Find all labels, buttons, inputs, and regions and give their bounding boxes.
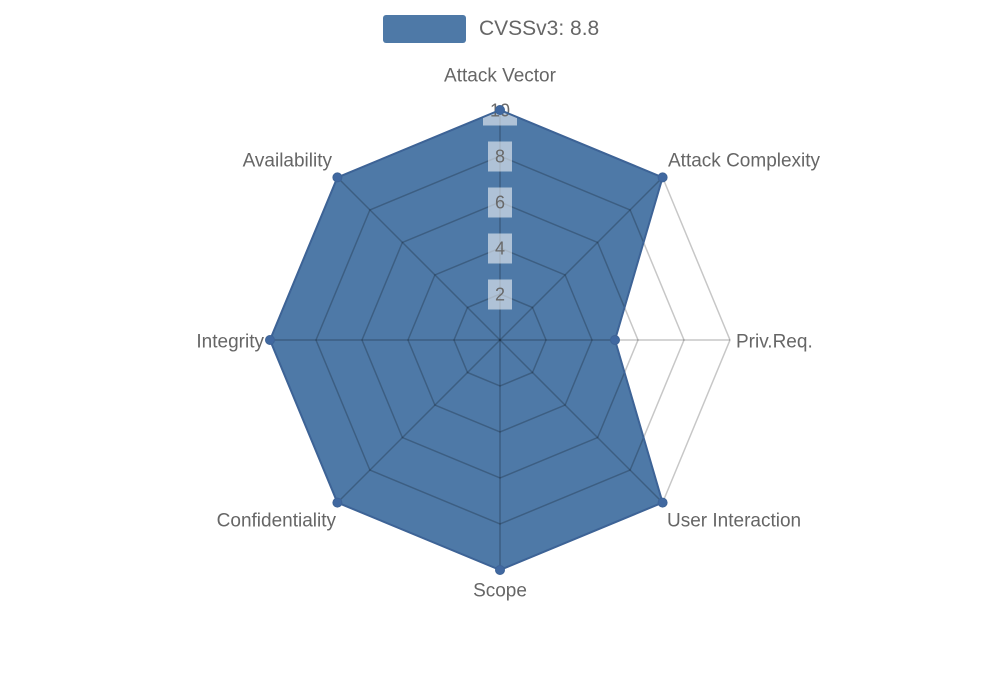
legend-label: CVSSv3: 8.8 [479,17,600,40]
axis-label-scope: Scope [473,581,527,602]
data-point-marker [610,335,620,345]
radar-series-fill [270,110,663,570]
grid-ring [315,155,685,525]
axis-label-integrity: Integrity [196,332,264,353]
data-point-marker [495,565,505,575]
radial-tick-label: 4 [495,239,505,259]
grid-spoke [499,176,664,341]
radial-tick-box [488,141,512,172]
series-area [270,110,663,570]
grid-ring [453,293,547,387]
radar-series-outline [265,105,668,575]
radial-tick-label: 2 [495,285,505,305]
radial-tick-label: 6 [495,193,505,213]
grid-spoke [336,339,501,504]
data-point-marker [265,335,275,345]
radar-axis-labels: Attack Vector Attack Complexity Priv.Req. U… [196,66,820,602]
data-point-marker [332,497,343,508]
grid-ring [361,201,639,479]
legend[interactable]: CVSSv3: 8.8 [383,15,599,43]
axis-label-availability: Availability [243,151,333,172]
data-point-marker [332,172,343,183]
radial-tick-box [488,187,512,218]
radial-tick-box [488,279,512,310]
data-point-marker [657,172,668,183]
grid-ring [407,247,593,433]
grid-spoke [336,176,501,341]
data-point-marker [657,497,668,508]
legend-swatch [383,15,466,43]
axis-label-user-interaction: User Interaction [667,511,801,532]
axis-label-priv-req: Priv.Req. [736,332,813,353]
radial-tick-label: 8 [495,147,505,167]
axis-label-attack-complexity: Attack Complexity [668,151,821,172]
axis-label-confidentiality: Confidentiality [217,511,337,532]
data-point-marker [495,105,505,115]
grid-spoke [499,339,664,504]
radar-radial-ticks: 246810 [483,95,517,310]
axis-label-attack-vector: Attack Vector [444,66,557,87]
radial-tick-box [488,233,512,264]
